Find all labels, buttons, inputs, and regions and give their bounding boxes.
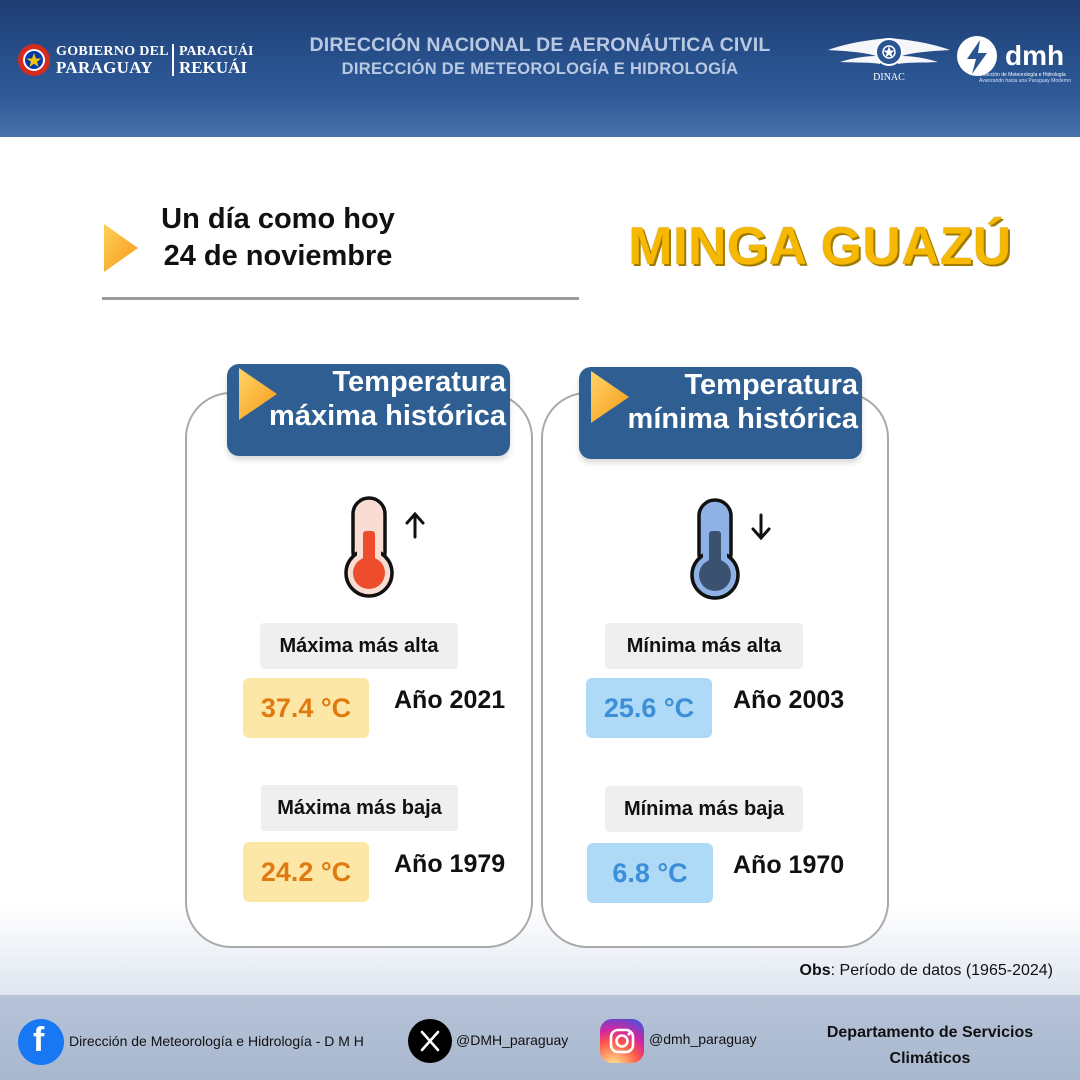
max-low-value: 24.2 °C	[243, 842, 369, 902]
instagram-icon[interactable]	[600, 1019, 644, 1063]
gov-name-line2: PARAGUAY	[56, 58, 153, 77]
min-card-title-line2: mínima histórica	[627, 403, 858, 435]
dmh-lightning-icon	[957, 36, 997, 76]
intro-date: 24 de noviembre	[163, 240, 393, 272]
arrow-down-icon	[751, 513, 771, 541]
min-card-title-line1: Temperatura	[684, 369, 858, 401]
gov-guarani-line2: REKUÁI	[179, 58, 248, 77]
arrow-up-icon	[405, 511, 425, 539]
footer-bar	[0, 995, 1080, 1080]
header-title-dinac: DIRECCIÓN NACIONAL DE AERONÁUTICA CIVIL	[309, 34, 771, 56]
x-handle-link[interactable]: @DMH_paraguay	[456, 1032, 569, 1048]
dmh-logo: dmh Dirección de Meteorología e Hidrolog…	[955, 30, 1071, 86]
dmh-subtitle: Dirección de Meteorología e Hidrología	[979, 72, 1066, 78]
min-low-label: Mínima más baja	[605, 786, 803, 832]
government-logo: GOBIERNO DEL PARAGUAY PARAGUÁI REKUÁI	[16, 40, 266, 82]
min-high-label: Mínima más alta	[605, 623, 803, 669]
observation-note: Obs: Período de datos (1965-2024)	[800, 962, 1054, 980]
min-low-value: 6.8 °C	[587, 843, 713, 903]
header-banner: GOBIERNO DEL PARAGUAY PARAGUÁI REKUÁI DI…	[0, 0, 1080, 137]
max-card-title-line1: Temperatura	[332, 366, 506, 398]
instagram-handle-link[interactable]: @dmh_paraguay	[649, 1031, 757, 1047]
thermometer-cold-icon	[690, 498, 771, 600]
gov-divider	[172, 44, 174, 76]
dinac-wings-icon	[828, 38, 950, 66]
dmh-slogan: Avanzando hacia una Paraguay Moderno	[979, 78, 1071, 84]
intro-heading: Un día como hoy	[161, 203, 395, 235]
thermometer-hot-icon	[344, 496, 425, 598]
dmh-wordmark: dmh	[1005, 40, 1065, 71]
gov-name-line1: GOBIERNO DEL	[56, 44, 169, 59]
play-arrow-icon	[239, 368, 277, 420]
play-arrow-icon	[104, 224, 138, 272]
max-high-year: Año 2021	[394, 686, 506, 714]
gov-guarani-line1: PARAGUÁI	[179, 44, 254, 59]
dinac-logo: DINAC	[826, 34, 952, 90]
min-low-year: Año 1970	[733, 851, 845, 879]
paraguay-emblem-icon	[18, 44, 50, 76]
dinac-label: DINAC	[873, 72, 905, 83]
max-low-label: Máxima más baja	[261, 785, 458, 831]
facebook-link[interactable]: Dirección de Meteorología e Hidrología -…	[69, 1033, 364, 1049]
facebook-icon[interactable]: f	[18, 1019, 64, 1065]
lower-gradient-band	[0, 905, 1080, 1000]
obs-text: : Período de datos (1965-2024)	[830, 962, 1053, 979]
max-low-year: Año 1979	[394, 850, 506, 878]
play-arrow-icon	[591, 371, 629, 423]
min-high-year: Año 2003	[733, 686, 845, 714]
department-line1: Departamento de Servicios	[826, 1024, 1034, 1041]
department-line2: Climáticos	[889, 1050, 971, 1067]
min-card-header: Temperatura mínima histórica	[579, 367, 862, 459]
min-high-value: 25.6 °C	[586, 678, 712, 738]
x-twitter-icon[interactable]	[408, 1019, 452, 1063]
place-title: MINGA GUAZÚ	[628, 217, 1012, 276]
obs-label: Obs	[799, 962, 831, 979]
max-high-value: 37.4 °C	[243, 678, 369, 738]
max-card-title-line2: máxima histórica	[269, 400, 506, 432]
title-divider	[102, 297, 579, 300]
header-title-dmh: DIRECCIÓN DE METEOROLOGÍA E HIDROLOGÍA	[341, 60, 739, 78]
max-high-label: Máxima más alta	[260, 623, 458, 669]
max-card-header: Temperatura máxima histórica	[227, 364, 510, 456]
